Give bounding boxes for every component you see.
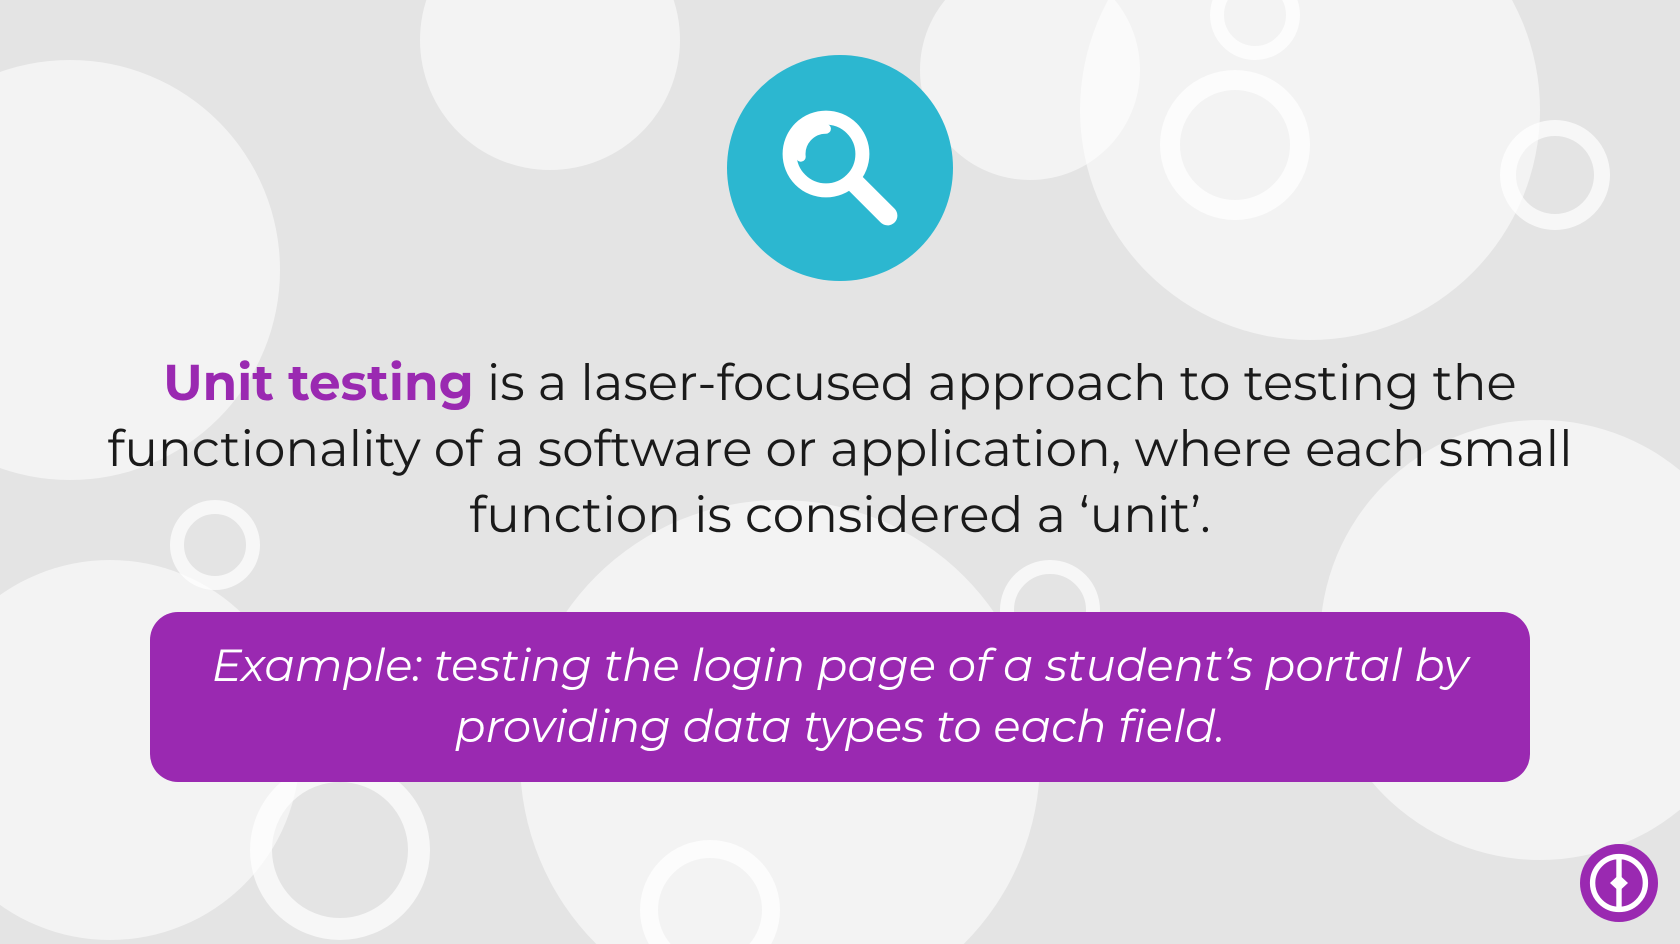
example-callout: Example: testing the login page of a stu… xyxy=(150,612,1530,782)
decor-ring xyxy=(1160,70,1310,220)
term-highlight: Unit testing xyxy=(163,352,473,413)
slide-stage: Unit testing is a laser-focused approach… xyxy=(0,0,1680,944)
brand-logo xyxy=(1580,844,1658,922)
magnify-icon-badge xyxy=(727,55,953,281)
decor-circle xyxy=(1080,0,1540,340)
decor-circle xyxy=(420,0,680,170)
example-text: Example: testing the login page of a stu… xyxy=(210,636,1470,758)
decor-ring xyxy=(1500,120,1610,230)
logo-icon xyxy=(1589,853,1649,913)
magnifying-glass-icon xyxy=(770,98,910,238)
definition-text: Unit testing is a laser-focused approach… xyxy=(90,350,1590,548)
decor-ring xyxy=(250,760,430,940)
